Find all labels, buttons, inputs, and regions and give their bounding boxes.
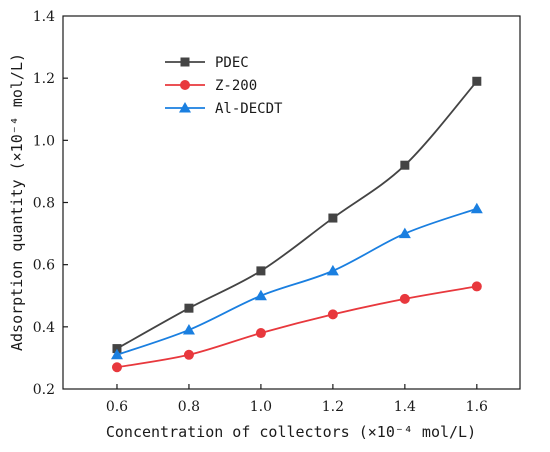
series-layer [110, 76, 483, 373]
data-point-z-200 [111, 362, 122, 373]
x-axis-title: Concentration of collectors (×10⁻⁴ mol/L… [106, 423, 476, 441]
data-point-pdec [184, 303, 194, 313]
data-point-al-decdt [470, 202, 483, 214]
x-axis-ticks: 0.6 0.8 1.0 1.2 1.4 1.6 [106, 384, 488, 415]
data-point-z-200 [399, 293, 410, 304]
data-point-z-200 [327, 309, 338, 320]
data-point-pdec [112, 344, 122, 354]
legend-item-pdec: PDEC [165, 55, 249, 71]
y-tick-label: 0.8 [33, 196, 55, 212]
data-point-pdec [400, 160, 410, 170]
legend-marker [180, 57, 190, 67]
data-point-pdec [328, 213, 338, 223]
data-point-pdec [472, 76, 482, 86]
legend: PDEC Z-200 Al-DECDT [165, 55, 283, 117]
data-point-al-decdt [182, 323, 195, 335]
legend-label: Al-DECDT [215, 101, 283, 117]
series-line-pdec [116, 80, 478, 350]
plot-frame [62, 15, 521, 390]
legend-item-z-200: Z-200 [165, 78, 257, 94]
series-pdec [112, 76, 482, 354]
x-tick-label: 1.6 [466, 399, 488, 415]
series-line-z-200 [116, 285, 477, 369]
data-point-al-decdt [326, 264, 339, 276]
y-tick-label: 0.2 [33, 382, 55, 398]
x-tick-label: 1.4 [394, 399, 416, 415]
data-point-al-decdt [254, 289, 267, 301]
x-tick-label: 0.6 [106, 399, 128, 415]
y-axis-title: Adsorption quantity (×10⁻⁴ mol/L) [8, 53, 26, 351]
data-point-al-decdt [110, 348, 123, 360]
data-point-pdec [256, 266, 266, 276]
y-tick-label: 1.2 [33, 71, 55, 87]
legend-marker [180, 80, 190, 90]
data-point-z-200 [471, 281, 482, 292]
y-tick-label: 1.4 [33, 9, 55, 25]
x-tick-label: 1.2 [322, 399, 344, 415]
y-tick-label: 1.0 [33, 133, 55, 149]
legend-label: Z-200 [215, 78, 257, 94]
legend-marker [179, 102, 191, 113]
x-tick-label: 0.8 [178, 399, 200, 415]
legend-item-al-decdt: Al-DECDT [165, 101, 283, 117]
series-line-al-decdt [116, 207, 478, 356]
legend-label: PDEC [215, 55, 249, 71]
x-tick-label: 1.0 [250, 399, 272, 415]
y-axis-ticks: 0.2 0.4 0.6 0.8 1.0 1.2 1.4 [33, 9, 68, 398]
series-z-200 [111, 281, 482, 373]
series-al-decdt [110, 202, 483, 360]
data-point-z-200 [183, 349, 194, 360]
data-point-al-decdt [398, 227, 411, 239]
y-tick-label: 0.6 [33, 258, 55, 274]
y-tick-label: 0.4 [33, 320, 55, 336]
data-point-z-200 [255, 328, 266, 339]
